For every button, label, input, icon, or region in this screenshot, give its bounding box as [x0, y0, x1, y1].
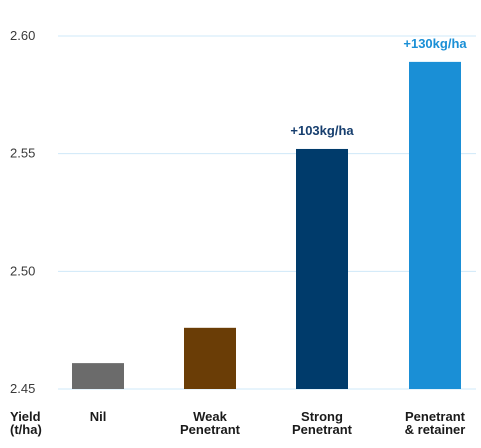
x-tick-label-line: Penetrant [180, 422, 241, 437]
x-tick-label-line: Penetrant [292, 422, 353, 437]
bar [184, 327, 236, 389]
y-tick-label: 2.45 [10, 381, 35, 396]
y-tick-label: 2.50 [10, 263, 35, 278]
x-tick-label: Nil [90, 409, 107, 424]
x-tick-label-line: & retainer [405, 422, 466, 437]
y-tick-label: 2.55 [10, 146, 35, 161]
x-tick-label-line: Penetrant [405, 409, 466, 424]
y-axis-title: Yield (t/ha) [10, 409, 42, 437]
bar [296, 148, 348, 389]
y-axis-title-line: Yield [10, 409, 41, 424]
x-tick-label: Strong Penetrant [292, 409, 353, 437]
x-tick-label-line: Nil [90, 409, 107, 424]
y-axis-title-line: (t/ha) [10, 422, 42, 437]
bar [72, 363, 124, 389]
bar [409, 61, 461, 390]
x-tick-label-line: Strong [301, 409, 343, 424]
y-tick-label: 2.60 [10, 28, 35, 43]
x-tick-label: Penetrant & retainer [405, 409, 466, 437]
bar-annotation: +130kg/ha [403, 36, 467, 51]
x-tick-label-line: Weak [193, 409, 227, 424]
bar-annotation: +103kg/ha [290, 123, 354, 138]
x-tick-label: Weak Penetrant [180, 409, 241, 437]
